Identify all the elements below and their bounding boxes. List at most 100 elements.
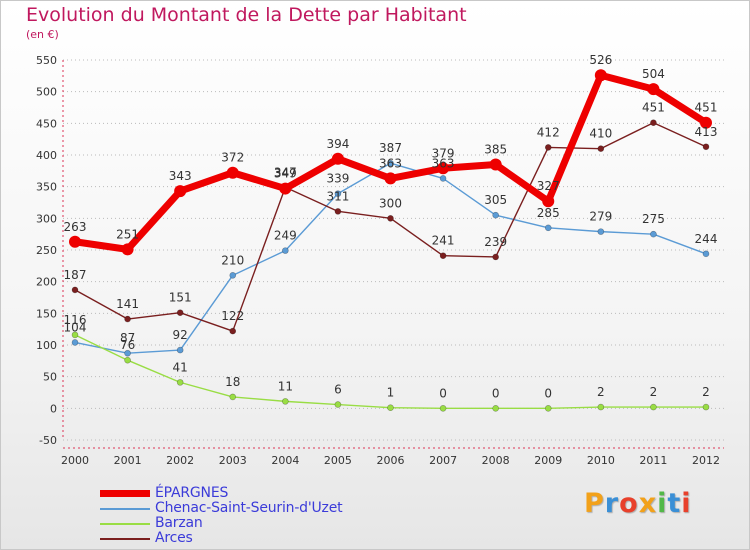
- data-label: 116: [64, 313, 87, 327]
- data-label: 239: [484, 235, 507, 249]
- data-label: 300: [379, 196, 402, 210]
- logo-letter: t: [667, 488, 682, 519]
- data-point: [439, 175, 447, 182]
- legend-swatch-barzan: [100, 523, 150, 525]
- x-tick-label: 2008: [482, 454, 510, 467]
- data-label: 327: [537, 179, 560, 193]
- data-point: [542, 195, 555, 208]
- data-label: 451: [695, 101, 718, 115]
- legend-label-chenac: Chenac-Saint-Seurin-d'Uzet: [155, 500, 343, 516]
- data-label: 251: [116, 227, 139, 241]
- data-point: [71, 286, 79, 294]
- data-label: 363: [379, 156, 402, 170]
- y-tick-label: 150: [36, 307, 57, 320]
- data-label: 6: [334, 383, 342, 397]
- data-point: [387, 159, 394, 167]
- data-label: 347: [274, 165, 297, 179]
- data-point: [702, 250, 710, 258]
- logo-letter: r: [604, 488, 620, 519]
- data-point: [176, 309, 184, 317]
- legend-label-epargnes: ÉPARGNES: [155, 485, 229, 501]
- data-label: 1: [387, 386, 395, 400]
- y-tick-label: -50: [39, 434, 57, 447]
- data-label: 2: [702, 385, 710, 399]
- data-point: [334, 208, 342, 215]
- y-tick-label: 400: [36, 149, 57, 162]
- data-point: [121, 243, 134, 256]
- logo-letter: P: [584, 488, 605, 519]
- y-tick-label: 300: [36, 212, 57, 225]
- x-tick-label: 2011: [639, 454, 667, 467]
- data-label: 349: [274, 167, 297, 181]
- data-point: [334, 401, 342, 408]
- y-tick-label: 0: [50, 402, 57, 415]
- data-point: [544, 405, 552, 412]
- x-tick-label: 2000: [61, 454, 89, 467]
- data-point: [124, 315, 131, 323]
- legend-label-arces: Arces: [155, 530, 193, 546]
- data-label: 104: [64, 320, 87, 334]
- logo-letter: i: [681, 488, 692, 519]
- data-point: [331, 152, 344, 165]
- grid: [63, 59, 724, 441]
- data-label: 285: [537, 206, 560, 220]
- data-point: [647, 83, 660, 96]
- chart-title: Evolution du Montant de la Dette par Hab…: [26, 4, 467, 26]
- logo-letter: o: [619, 488, 639, 519]
- data-point: [544, 144, 552, 151]
- data-point: [702, 403, 710, 411]
- data-point: [176, 346, 184, 354]
- data-point: [650, 119, 657, 126]
- x-tick-label: 2005: [324, 454, 352, 467]
- data-point: [700, 116, 712, 129]
- legend-swatch-chenac: [100, 508, 150, 510]
- data-label: 504: [642, 67, 665, 81]
- data-label: 11: [278, 379, 293, 393]
- data-point: [387, 215, 394, 222]
- data-label: 76: [120, 338, 135, 352]
- data-label: 263: [64, 220, 87, 234]
- data-point: [544, 224, 552, 232]
- data-point: [650, 230, 657, 238]
- x-tick-label: 2004: [271, 454, 299, 467]
- data-label: 92: [173, 328, 188, 342]
- x-tick-label: 2003: [219, 454, 247, 467]
- data-label: 526: [589, 53, 612, 67]
- x-tick-label: 2006: [377, 454, 405, 467]
- x-tick-label: 2001: [114, 454, 142, 467]
- y-tick-label: 450: [36, 117, 57, 130]
- data-point: [69, 235, 81, 248]
- data-label: 275: [642, 212, 665, 226]
- data-label: 18: [225, 375, 240, 389]
- data-point: [489, 158, 502, 171]
- data-label: 305: [484, 193, 507, 207]
- data-point: [334, 190, 342, 197]
- logo-letter: x: [638, 488, 658, 519]
- chart-subtitle: (en €): [26, 28, 59, 41]
- data-point: [439, 252, 447, 259]
- data-point: [124, 349, 131, 357]
- data-point: [71, 339, 79, 346]
- data-label: 0: [439, 386, 447, 400]
- data-point: [174, 185, 187, 198]
- data-label: 244: [695, 232, 718, 246]
- data-point: [492, 211, 499, 219]
- data-label: 379: [432, 146, 455, 160]
- data-point: [387, 404, 394, 412]
- data-point: [226, 166, 239, 179]
- x-tick-label: 2010: [587, 454, 615, 467]
- data-point: [282, 398, 289, 405]
- data-label: 141: [116, 297, 139, 311]
- y-tick-label: 550: [36, 54, 57, 67]
- data-point: [71, 331, 79, 339]
- data-point: [594, 69, 607, 82]
- axes: -500501001502002503003504004505005502000…: [36, 54, 724, 467]
- data-label: 279: [589, 210, 612, 224]
- data-label: 87: [120, 331, 135, 345]
- y-tick-label: 350: [36, 181, 57, 194]
- data-point: [176, 379, 184, 386]
- y-tick-label: 500: [36, 86, 57, 99]
- data-point: [282, 247, 289, 254]
